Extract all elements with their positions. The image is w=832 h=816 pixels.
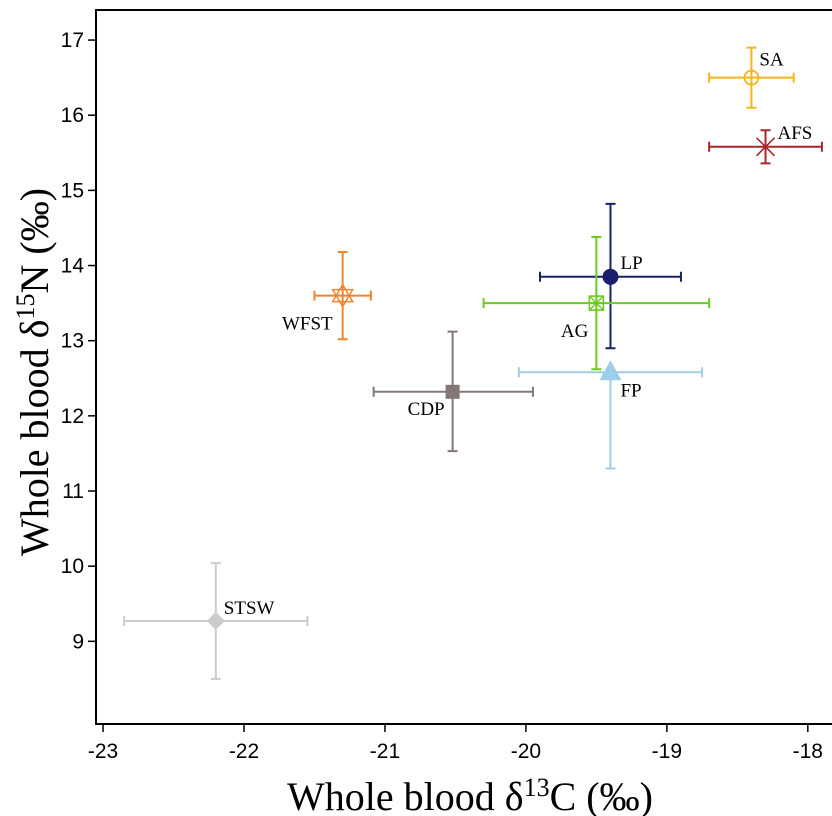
y-axis-title: Whole blood δ15N (‰) (11, 188, 58, 556)
point-label-stsw: STSW (224, 598, 275, 619)
marker-square-x (588, 295, 605, 311)
y-tick-label: 16 (61, 104, 84, 127)
x-tick-label: -19 (652, 740, 682, 763)
point-fp: FP (517, 360, 704, 470)
x-tick-label: -22 (229, 740, 259, 763)
x-tick-label: -20 (511, 740, 541, 763)
point-label-cdp: CDP (408, 399, 445, 420)
y-tick-label: 9 (72, 630, 84, 653)
point-stsw: STSW (123, 562, 309, 680)
point-label-sa: SA (759, 50, 784, 71)
point-wfst: WFST (282, 251, 372, 341)
point-cdp: CDP (372, 330, 534, 453)
marker-filled-square (445, 384, 460, 399)
point-afs: AFS (708, 123, 823, 165)
y-tick-label: 17 (61, 29, 84, 52)
marker-filled-triangle (599, 360, 622, 381)
x-tick-label: -23 (88, 740, 118, 763)
point-sa: SA (708, 46, 795, 109)
point-ag: AG (482, 235, 711, 371)
plot-frame (95, 9, 832, 725)
y-tick-label: 11 (62, 480, 84, 503)
y-tick-label: 13 (61, 330, 84, 353)
x-tick-label: -18 (793, 740, 823, 763)
marker-filled-diamond (206, 612, 225, 631)
marker-circle-plus (743, 69, 760, 86)
marker-star-of-david (331, 283, 354, 309)
y-tick-label: 14 (61, 255, 85, 278)
y-error-bar (605, 371, 616, 470)
y-axis-ticks: 9 10 11 12 13 14 15 16 17 (61, 29, 96, 653)
y-error-bar (337, 251, 348, 341)
y-tick-label: 15 (61, 179, 84, 202)
marker-asterisk (755, 136, 776, 157)
point-label-fp: FP (620, 380, 641, 401)
y-tick-label: 10 (61, 555, 84, 578)
y-tick-label: 12 (61, 405, 84, 428)
marker-filled-circle (602, 268, 619, 285)
point-label-ag: AG (561, 321, 589, 342)
x-axis-ticks: -23 -22 -21 -20 -19 -18 (88, 724, 823, 763)
point-label-afs: AFS (778, 123, 813, 144)
point-lp: LP (539, 202, 682, 350)
data-points: SA AFS LP AG FP WFST CDP STSW (123, 46, 823, 680)
x-tick-label: -21 (370, 740, 400, 763)
point-label-wfst: WFST (282, 314, 333, 335)
point-label-lp: LP (620, 253, 642, 274)
x-axis-title: Whole blood δ13C (‰) (287, 773, 653, 816)
